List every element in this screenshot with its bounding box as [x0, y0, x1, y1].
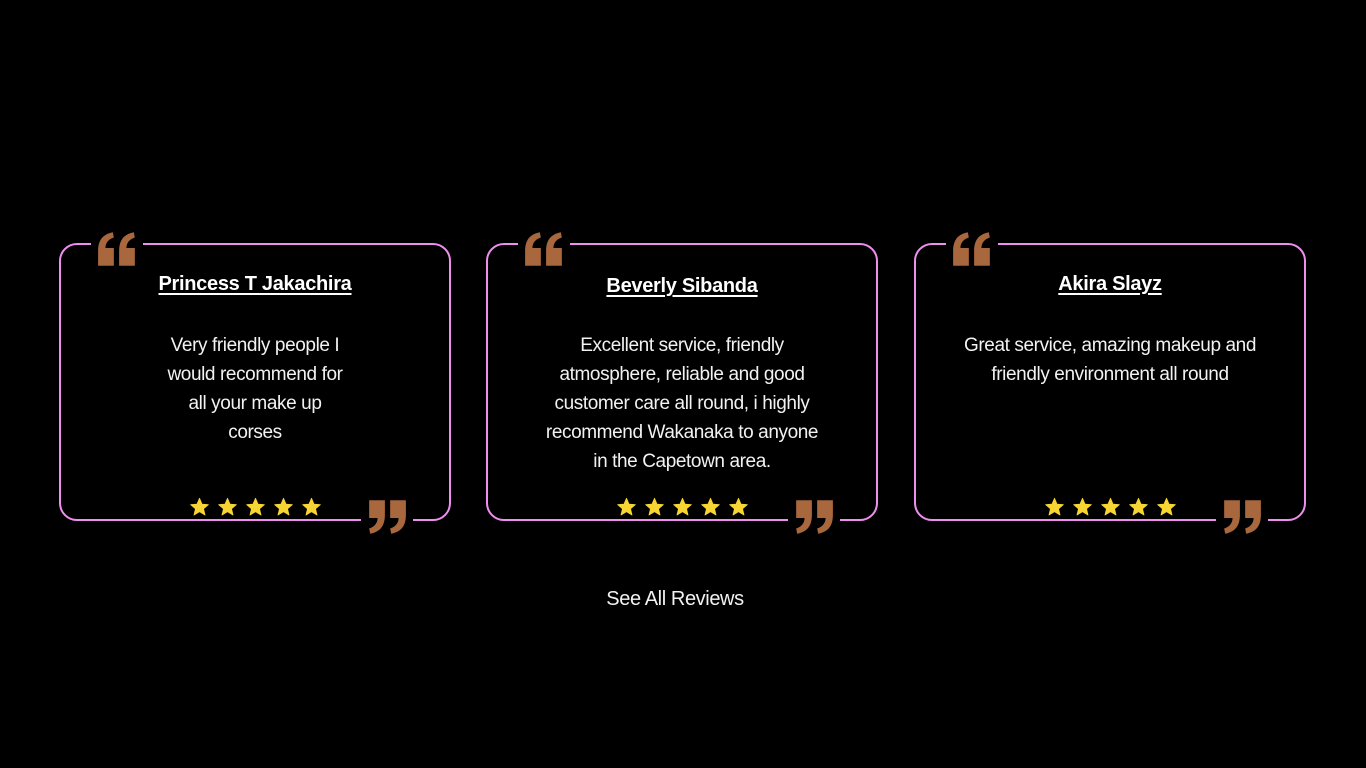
star-icon — [1072, 497, 1092, 516]
star-icon — [644, 497, 664, 516]
close-quote-icon — [1216, 497, 1268, 537]
star-rating — [916, 497, 1304, 517]
open-quote-icon — [946, 229, 998, 269]
reviewer-name: Beverly Sibanda — [606, 275, 758, 297]
open-quote-icon — [91, 229, 143, 269]
star-icon — [1156, 497, 1176, 516]
star-rating — [61, 497, 449, 517]
star-icon — [301, 497, 321, 516]
review-card: Akira Slayz Great service, amazing makeu… — [914, 229, 1306, 537]
star-icon — [245, 497, 265, 516]
star-icon — [217, 497, 237, 516]
reviewer-name: Princess T Jakachira — [158, 273, 352, 295]
star-icon — [1100, 497, 1120, 516]
star-icon — [1044, 497, 1064, 516]
review-text: Excellent service, friendly atmosphere, … — [545, 335, 819, 472]
star-rating — [488, 497, 876, 517]
review-card: Beverly Sibanda Excellent service, frien… — [486, 229, 878, 537]
star-icon — [700, 497, 720, 516]
star-icon — [616, 497, 636, 516]
star-icon — [273, 497, 293, 516]
close-quote-icon — [361, 497, 413, 537]
star-icon — [189, 497, 209, 516]
see-all-reviews-link[interactable]: See All Reviews — [606, 588, 744, 610]
review-text: Great service, amazing makeup and friend… — [963, 335, 1256, 385]
star-icon — [1128, 497, 1148, 516]
star-icon — [672, 497, 692, 516]
reviewer-name: Akira Slayz — [1058, 273, 1162, 295]
open-quote-icon — [518, 229, 570, 269]
review-text: Very friendly people I would recommend f… — [167, 335, 343, 443]
review-card: Princess T Jakachira Very friendly peopl… — [59, 229, 451, 537]
close-quote-icon — [788, 497, 840, 537]
star-icon — [728, 497, 748, 516]
